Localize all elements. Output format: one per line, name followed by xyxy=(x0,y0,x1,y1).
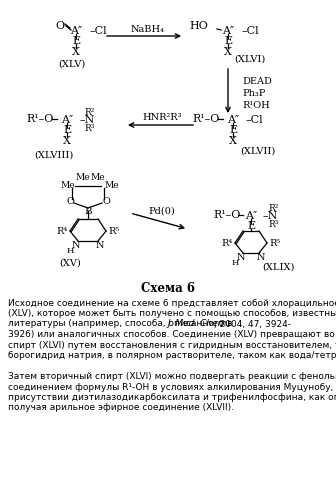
Text: J. Med. Chem.: J. Med. Chem. xyxy=(167,319,229,328)
Text: , 2004, 47, 3924-: , 2004, 47, 3924- xyxy=(214,319,291,328)
Text: присутствии диэтилазодикарбоксилата и трифенилфосфина, как описано выше,: присутствии диэтилазодикарбоксилата и тр… xyxy=(8,393,336,402)
Text: –Cl: –Cl xyxy=(90,26,108,36)
Text: NaBH₄: NaBH₄ xyxy=(131,24,165,33)
Text: R¹–O: R¹–O xyxy=(26,114,54,124)
Text: R²: R² xyxy=(269,204,279,213)
Text: E: E xyxy=(247,221,255,231)
Text: H: H xyxy=(66,247,74,255)
Text: (XLVIII): (XLVIII) xyxy=(34,151,74,160)
Text: Схема 6: Схема 6 xyxy=(141,282,195,295)
Text: Затем вторичный спирт (XLVI) можно подвергать реакции с фенольным: Затем вторичный спирт (XLVI) можно подве… xyxy=(8,372,336,381)
Text: –N: –N xyxy=(80,115,95,125)
Text: N: N xyxy=(72,241,80,250)
Text: R⁴: R⁴ xyxy=(56,227,68,236)
Text: (XLVI): (XLVI) xyxy=(235,54,266,63)
Text: получая арильное эфирное соединение (XLVII).: получая арильное эфирное соединение (XLV… xyxy=(8,404,234,413)
Text: O: O xyxy=(102,197,110,206)
Text: Исходное соединение на схеме 6 представляет собой хлорацильное соединение: Исходное соединение на схеме 6 представл… xyxy=(8,298,336,307)
Text: (XLVII): (XLVII) xyxy=(240,147,276,156)
Text: Pd(0): Pd(0) xyxy=(149,207,175,216)
Text: X: X xyxy=(229,136,237,146)
Text: –Cl: –Cl xyxy=(246,115,264,125)
Text: R²: R² xyxy=(85,107,95,116)
Text: R⁴: R⁴ xyxy=(221,239,233,248)
Text: (XLV), которое может быть получено с помощью способов, известных из: (XLV), которое может быть получено с пом… xyxy=(8,309,336,318)
Text: A″: A″ xyxy=(222,26,234,36)
Text: N: N xyxy=(237,252,245,261)
Text: спирт (XLVI) путем восстановления с гидридным восстановителем, таким как: спирт (XLVI) путем восстановления с гидр… xyxy=(8,340,336,349)
Text: Me: Me xyxy=(105,181,119,190)
Text: X: X xyxy=(224,47,232,57)
Text: X: X xyxy=(72,47,80,57)
Text: N: N xyxy=(257,252,265,261)
Text: HNR²R³: HNR²R³ xyxy=(142,112,182,121)
Text: (XV): (XV) xyxy=(59,258,81,267)
Text: A″: A″ xyxy=(227,115,239,125)
Text: DEAD: DEAD xyxy=(242,76,272,85)
Text: (XLV): (XLV) xyxy=(58,59,86,68)
Text: A″: A″ xyxy=(245,211,257,221)
Text: R³: R³ xyxy=(85,123,95,133)
Text: N: N xyxy=(96,241,104,250)
Text: Me: Me xyxy=(91,173,105,182)
Text: A″: A″ xyxy=(61,115,73,125)
Text: Ph₃P: Ph₃P xyxy=(242,88,265,97)
Text: E: E xyxy=(229,125,237,135)
Text: Me: Me xyxy=(76,173,90,182)
Text: H: H xyxy=(231,259,239,267)
Text: литературы (например, способа, описанного в J. Med. Chem.: литературы (например, способа, описанног… xyxy=(8,319,296,328)
Text: –N: –N xyxy=(263,211,278,221)
Text: B: B xyxy=(84,207,92,216)
Text: 3926) или аналогичных способов. Соединение (XLV) превращают во вторичный: 3926) или аналогичных способов. Соединен… xyxy=(8,330,336,339)
Text: HO: HO xyxy=(189,21,208,31)
Text: –Cl: –Cl xyxy=(242,26,260,36)
Text: E: E xyxy=(224,36,232,46)
Text: R¹–O: R¹–O xyxy=(213,210,241,220)
Text: Me: Me xyxy=(61,181,75,190)
Text: O: O xyxy=(55,21,65,31)
Text: литературы (например, способа, описанного в: литературы (например, способа, описанног… xyxy=(8,319,236,328)
Text: A″: A″ xyxy=(70,26,82,36)
Text: X: X xyxy=(63,136,71,146)
Text: R⁵: R⁵ xyxy=(109,227,120,236)
Text: соединением формулы R¹-OH в условиях алкилирования Муцунобу, например, в: соединением формулы R¹-OH в условиях алк… xyxy=(8,383,336,392)
Text: борогидрид натрия, в полярном растворителе, таком как вода/тетрагидрофуран.: борогидрид натрия, в полярном растворите… xyxy=(8,351,336,360)
Text: O: O xyxy=(66,197,74,206)
Text: E: E xyxy=(72,36,80,46)
Text: (XLIX): (XLIX) xyxy=(262,262,294,271)
Text: E: E xyxy=(63,125,71,135)
Text: R³: R³ xyxy=(269,220,279,229)
Text: R¹OH: R¹OH xyxy=(242,100,270,109)
Text: R⁵: R⁵ xyxy=(269,239,281,248)
Text: R¹–O: R¹–O xyxy=(192,114,220,124)
